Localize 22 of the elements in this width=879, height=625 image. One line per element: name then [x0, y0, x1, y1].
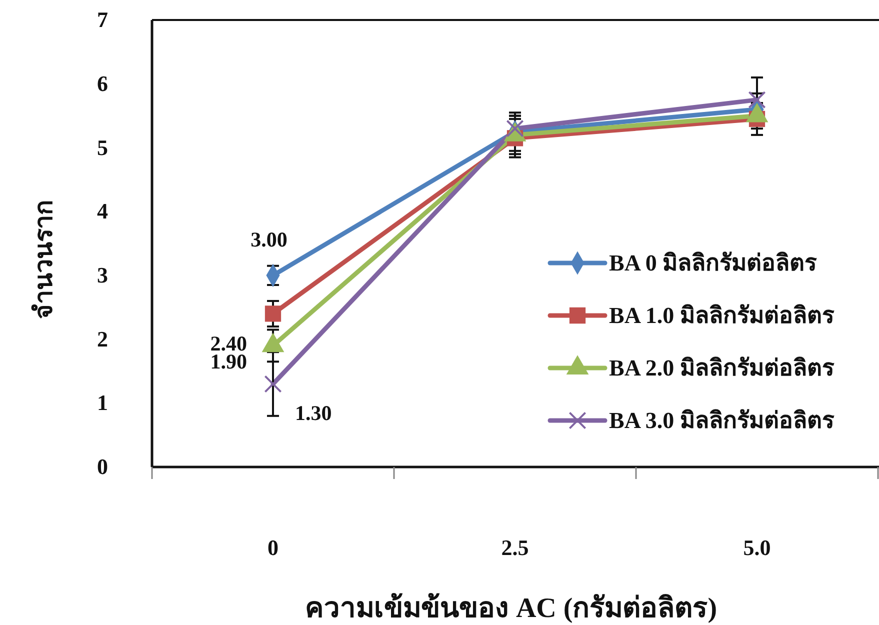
y-axis-title: จำนวนราก [31, 200, 58, 319]
y-tick-label: 0 [97, 454, 108, 480]
data-label: 1.30 [295, 400, 332, 425]
legend-label: BA 3.0 มิลลิกรัมต่อลิตร [609, 408, 835, 433]
point [264, 375, 282, 392]
legend-label: BA 1.0 มิลลิกรัมต่อลิตร [609, 303, 835, 328]
y-tick-label: 2 [97, 326, 108, 352]
y-tick-label: 7 [97, 7, 108, 32]
data-label: 3.00 [250, 227, 288, 252]
x-tick-label: 5.0 [743, 535, 771, 560]
y-tick-label: 6 [97, 70, 108, 96]
y-tick-label: 1 [97, 390, 108, 416]
x-tick-label: 0 [268, 535, 278, 560]
point [264, 306, 282, 322]
legend-label: BA 2.0 มิลลิกรัมต่อลิตร [609, 356, 835, 380]
y-tick-label: 4 [97, 198, 108, 224]
point [748, 91, 766, 108]
legend-label: BA 0 มิลลิกรัมต่อลิตร [609, 250, 818, 276]
x-axis-title: ความเข้มข้นของ AC (กรัมต่อลิตร) [304, 593, 718, 624]
y-tick-label: 3 [97, 262, 108, 288]
x-tick-label: 2.5 [501, 535, 529, 560]
y-tick-label: 5 [97, 134, 108, 160]
